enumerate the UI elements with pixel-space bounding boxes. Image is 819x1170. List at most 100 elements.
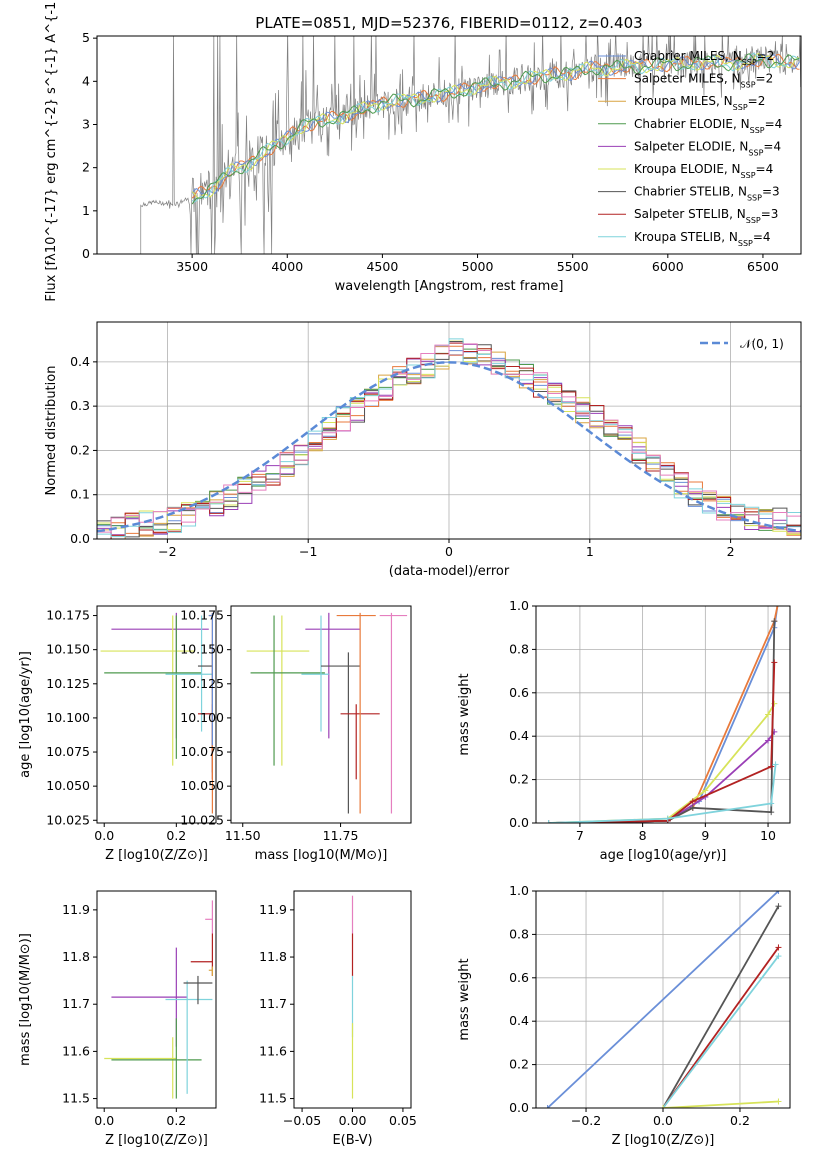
y-tick-label: 0.2 (509, 772, 529, 787)
y-tick-label: 10.050 (46, 778, 90, 793)
y-tick-label: 10.125 (180, 676, 224, 691)
x-tick-label: −0.05 (283, 1113, 321, 1128)
legend-label: Salpeter ELODIE, NSSP=4 (634, 139, 781, 157)
y-tick-label: 11.8 (62, 949, 90, 964)
y-tick-label: 0.6 (509, 685, 529, 700)
y-axis-label: Flux [fλ10^{-17} erg cm^{-2} s^{-1} A^{-… (44, 0, 59, 302)
weight-line (548, 764, 777, 823)
x-tick-label: 1 (586, 544, 594, 559)
y-tick-label: 11.7 (62, 996, 90, 1011)
y-tick-label: 11.6 (62, 1043, 90, 1058)
y-tick-label: 1.0 (509, 883, 529, 898)
x-axis-label: mass [log10(M/M⊙)] (255, 848, 388, 863)
y-tick-label: 0 (82, 246, 90, 261)
x-tick-label: 8 (639, 828, 647, 843)
histogram-step (97, 343, 801, 539)
y-tick-label: 10.050 (180, 778, 224, 793)
series-group (544, 891, 782, 1108)
legend-label: Chabrier STELIB, NSSP=3 (634, 185, 780, 203)
axes-frame (96, 35, 802, 255)
y-axis-label: mass weight (457, 673, 472, 755)
y-tick-label: 0.4 (70, 354, 90, 369)
y-axis-label: Normed distribution (44, 366, 59, 496)
y-tick-label: 0.4 (509, 728, 529, 743)
x-tick-label: 5500 (557, 259, 589, 274)
x-tick-label: 2 (727, 544, 735, 559)
errorbar-group (100, 612, 213, 814)
x-tick-label: 4500 (366, 259, 398, 274)
legend-label: Kroupa MILES, NSSP=2 (634, 94, 765, 112)
y-tick-label: 10.175 (180, 608, 224, 623)
x-axis-label: Z [log10(Z/Z⊙)] (105, 1133, 208, 1148)
x-tick-label: −2 (158, 544, 176, 559)
y-tick-label: 1 (82, 203, 90, 218)
axes-frame (535, 605, 791, 824)
y-tick-label: 11.5 (259, 1091, 287, 1106)
x-tick-label: 4000 (271, 259, 303, 274)
y-axis-label: mass [log10(M/M⊙)] (18, 933, 33, 1066)
y-tick-label: 11.8 (259, 949, 287, 964)
x-tick-label: −1 (299, 544, 317, 559)
weight-line (548, 662, 776, 823)
y-tick-label: 3 (82, 116, 90, 131)
y-tick-label: 11.6 (259, 1043, 287, 1058)
x-tick-label: 6000 (652, 259, 684, 274)
model-line (191, 53, 800, 205)
weight-line (548, 703, 776, 823)
series-group (545, 606, 781, 823)
y-tick-label: 4 (82, 73, 90, 88)
errorbar-group (104, 900, 213, 1099)
x-tick-label: 0 (445, 544, 453, 559)
legend-label: Salpeter STELIB, NSSP=3 (634, 207, 778, 225)
y-tick-label: 0.0 (509, 815, 529, 830)
x-tick-label: −0.2 (571, 1113, 601, 1128)
y-tick-label: 0.0 (70, 531, 90, 546)
x-axis-label: E(B-V) (332, 1133, 372, 1148)
model-line (191, 53, 800, 199)
y-tick-label: 0.8 (509, 926, 529, 941)
legend-label: Kroupa ELODIE, NSSP=4 (634, 162, 773, 180)
x-tick-label: 5000 (462, 259, 494, 274)
x-tick-label: 0.00 (339, 1113, 367, 1128)
legend-label: Kroupa STELIB, NSSP=4 (634, 230, 771, 248)
y-tick-label: 0.3 (70, 398, 90, 413)
legend-label: 𝒩(0, 1) (740, 337, 784, 351)
y-tick-label: 10.150 (46, 642, 90, 657)
x-tick-label: 0.2 (166, 1113, 186, 1128)
weight-line (548, 731, 776, 823)
x-axis-label: wavelength [Angstrom, rest frame] (335, 279, 564, 294)
x-axis-label: Z [log10(Z/Z⊙)] (105, 848, 208, 863)
y-axis-label: age [log10(age/yr)] (18, 651, 33, 778)
y-tick-label: 0.8 (509, 641, 529, 656)
y-tick-label: 10.025 (46, 812, 90, 827)
y-tick-label: 10.100 (180, 710, 224, 725)
y-tick-label: 11.5 (62, 1091, 90, 1106)
weight-line (662, 955, 780, 1108)
x-tick-label: 11.75 (323, 828, 359, 843)
y-tick-label: 11.9 (62, 902, 90, 917)
x-tick-label: 0.05 (389, 1113, 417, 1128)
weight-line (548, 621, 776, 823)
y-tick-label: 10.075 (180, 744, 224, 759)
x-tick-label: 0.2 (166, 828, 186, 843)
y-tick-label: 11.7 (259, 996, 287, 1011)
figure-title: PLATE=0851, MJD=52376, FIBERID=0112, z=0… (255, 14, 642, 32)
y-tick-label: 0.6 (509, 970, 529, 985)
errorbar-group (246, 612, 408, 814)
x-axis-label: (data-model)/error (389, 564, 510, 579)
y-tick-label: 0.2 (70, 442, 90, 457)
legend-label: Chabrier MILES, NSSP=2 (634, 49, 774, 67)
y-tick-label: 10.100 (46, 710, 90, 725)
y-tick-label: 5 (82, 30, 90, 45)
y-tick-label: 10.175 (46, 608, 90, 623)
x-tick-label: 0.0 (94, 828, 114, 843)
x-tick-label: 0.0 (653, 1113, 673, 1128)
legend-label: Chabrier ELODIE, NSSP=4 (634, 117, 782, 135)
weight-line (548, 606, 779, 823)
x-tick-label: 3500 (176, 259, 208, 274)
weight-line (548, 606, 779, 823)
axes-frame (230, 605, 412, 824)
y-tick-label: 10.125 (46, 676, 90, 691)
y-tick-label: 0.4 (509, 1013, 529, 1028)
